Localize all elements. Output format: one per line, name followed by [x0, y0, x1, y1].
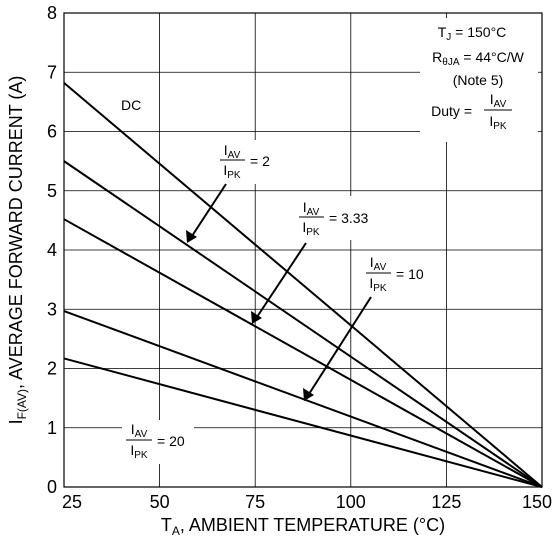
ratio-value: = 10	[396, 266, 424, 282]
y-tick-label: 7	[47, 62, 57, 82]
y-tick-label: 3	[47, 299, 57, 319]
y-tick-label: 1	[47, 418, 57, 438]
note-label: (Note 5)	[453, 72, 504, 88]
y-tick-label: 8	[47, 3, 57, 23]
x-tick-label: 25	[62, 492, 82, 512]
x-tick-label: 125	[431, 492, 461, 512]
ratio-value: = 20	[157, 433, 185, 449]
series-label-ratio-10: IAV IPK = 10	[364, 252, 436, 296]
duty-label: Duty =	[431, 103, 472, 119]
x-tick-label: 100	[336, 492, 366, 512]
y-axis-label: IF(AV), AVERAGE FORWARD CURRENT (A)	[6, 76, 29, 425]
x-tick-label: 75	[245, 492, 265, 512]
arrow-ratio-2-shaft	[192, 184, 226, 236]
ratio-value: = 3.33	[329, 210, 369, 226]
series-label-dc: DC	[121, 97, 141, 113]
x-tick-label: 150	[522, 492, 552, 512]
y-tick-label: 2	[47, 359, 57, 379]
arrow-ratio-10-shaft	[309, 297, 371, 394]
series-label-ratio-2: IAV IPK = 2	[216, 140, 282, 184]
x-axis-label: TA, AMBIENT TEMPERATURE (°C)	[161, 515, 445, 538]
series-label-ratio-20: IAV IPK = 20	[122, 420, 194, 464]
y-tick-label: 4	[47, 240, 57, 260]
y-tick-label: 5	[47, 181, 57, 201]
x-tick-labels: 25 50 75 100 125 150	[62, 492, 552, 512]
y-tick-label: 6	[47, 122, 57, 142]
ratio-value: = 2	[250, 153, 270, 169]
y-tick-label: 0	[47, 477, 57, 497]
series-label-ratio-3-33: IAV IPK = 3.33	[296, 196, 380, 240]
x-tick-label: 50	[150, 492, 170, 512]
y-tick-labels: 0 1 2 3 4 5 6 7 8	[47, 3, 57, 497]
